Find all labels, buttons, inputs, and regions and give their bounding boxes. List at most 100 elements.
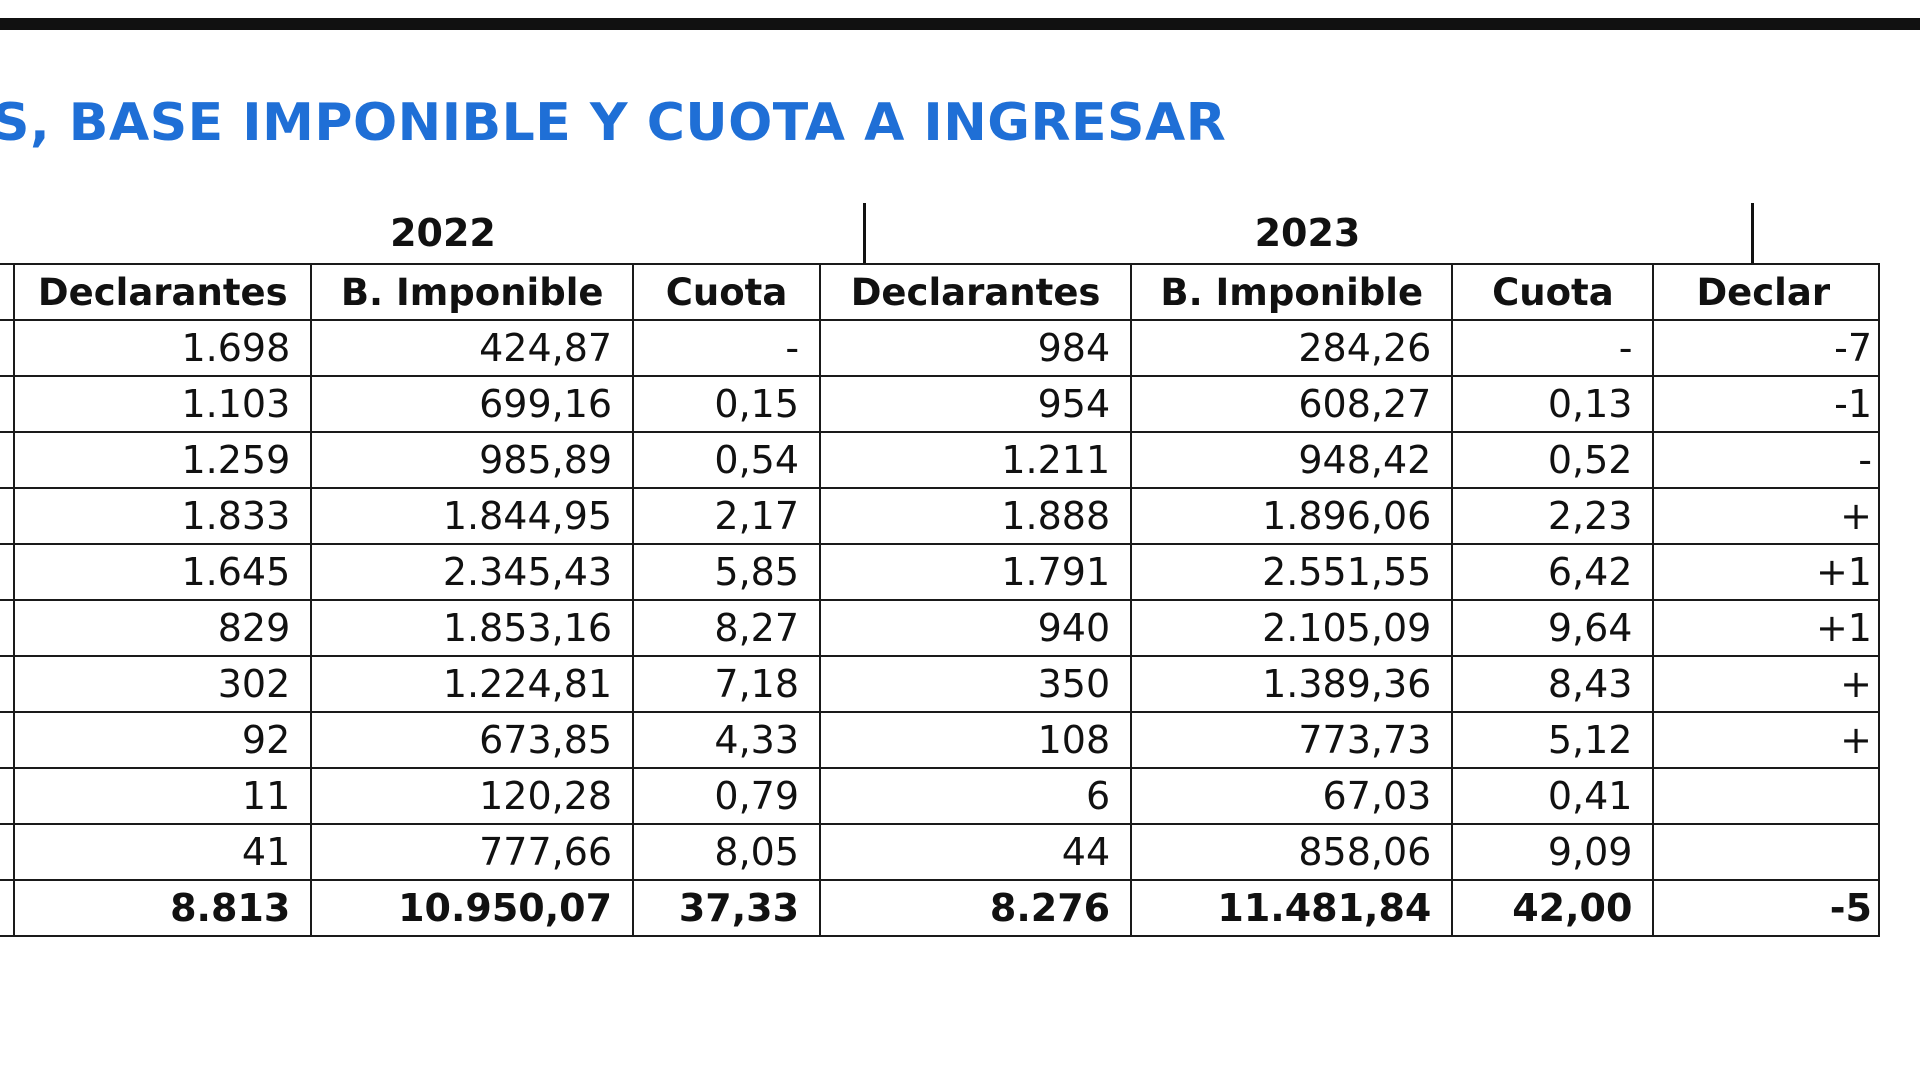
table-cell: 940 [819,599,1133,657]
year-label-2023: 2023 [1254,211,1361,255]
table-body: 1.698 424,87-984 284,26- -7 1.103 699,16 0,15 9… [0,319,1880,937]
table-cell: 777,66 [310,823,635,881]
year-divider [1751,203,1754,263]
table-cell: - [1451,319,1655,377]
table-cell: 1.224,81 [310,655,635,713]
table-cell: 5,12 [1451,711,1655,769]
table-cell: 948,42 [1130,431,1454,489]
table-cell: + [1652,711,1880,769]
table-cell: 2,17 [632,487,822,545]
table-cell: 954 [819,375,1133,433]
table-cell: 2.551,55 [1130,543,1454,601]
table-row: 1.259 985,89 0,54 1.211 948,42 0,52- [0,431,1880,489]
table-cell: 8.813 [13,879,313,937]
row-label-cutoff [0,431,16,489]
column-header-row: Declarantes B. Imponible Cuota Declarant… [0,263,1880,321]
row-label-cutoff [0,767,16,825]
data-table: Declarantes B. Imponible Cuota Declarant… [0,263,1880,937]
column-header: Cuota [632,263,822,321]
table-cell: 10.950,07 [310,879,635,937]
table-cell: 0,41 [1451,767,1655,825]
table-cell: 44 [819,823,1133,881]
table-cell: 1.791 [819,543,1133,601]
table-cell: 858,06 [1130,823,1454,881]
table-cell: 6,42 [1451,543,1655,601]
table-cell: 773,73 [1130,711,1454,769]
year-header-bar: 2022 2023 [0,203,1920,263]
year-label-2022: 2022 [390,211,496,255]
table-cell: 350 [819,655,1133,713]
table-cell: 302 [13,655,313,713]
table-cell: 4,33 [632,711,822,769]
table-cell: 120,28 [310,767,635,825]
table-cell: 8.276 [819,879,1133,937]
table-cell: 985,89 [310,431,635,489]
table-row: 11 120,28 0,79 6 67,03 0,41 [0,767,1880,825]
table-cell: +1 [1652,543,1880,601]
table-cell: +1 [1652,599,1880,657]
table-cell: 41 [13,823,313,881]
table-cell: 0,13 [1451,375,1655,433]
table-cell: 1.844,95 [310,487,635,545]
table-cell: 108 [819,711,1133,769]
table-cell: 424,87 [310,319,635,377]
table-cell: 1.888 [819,487,1133,545]
row-label-cutoff [0,599,16,657]
year-divider [863,203,866,263]
table-cell: + [1652,655,1880,713]
total-row: 8.813 10.950,07 37,33 8.276 11.481,84 42,00 -5 [0,879,1880,937]
table-cell: 1.389,36 [1130,655,1454,713]
table-cell: 829 [13,599,313,657]
row-label-cutoff [0,823,16,881]
table-cell: 8,05 [632,823,822,881]
row-label-cutoff [0,879,16,937]
table-row: 1.833 1.844,95 2,17 1.888 1.896,06 2,23 + [0,487,1880,545]
row-label-cutoff [0,319,16,377]
table-cell: + [1652,487,1880,545]
table-row: 41 777,66 8,05 44 858,06 9,09 [0,823,1880,881]
table-cell: 1.645 [13,543,313,601]
table-cell: 984 [819,319,1133,377]
table-cell: 699,16 [310,375,635,433]
table-cell: 8,43 [1451,655,1655,713]
column-header: Declarantes [13,263,313,321]
table-row: 302 1.224,81 7,18 350 1.389,36 8,43 + [0,655,1880,713]
table-cell: -7 [1652,319,1880,377]
table-cell: 11.481,84 [1130,879,1454,937]
table-cell: - [1652,431,1880,489]
table-cell: 284,26 [1130,319,1454,377]
row-label-cutoff [0,487,16,545]
table-cell: 1.259 [13,431,313,489]
table-cell: 11 [13,767,313,825]
top-rule [0,18,1920,30]
table-cell: 1.211 [819,431,1133,489]
table-cell: - [632,319,822,377]
row-label-cutoff [0,375,16,433]
column-header: B. Imponible [1130,263,1454,321]
column-header: Declarantes [819,263,1133,321]
table-cell: 7,18 [632,655,822,713]
table-cell: 9,64 [1451,599,1655,657]
table-cell: 2.105,09 [1130,599,1454,657]
table-cell: 2,23 [1451,487,1655,545]
table-cell: 6 [819,767,1133,825]
table-cell: 42,00 [1451,879,1655,937]
table-cell [1652,767,1880,825]
table-cell: 1.103 [13,375,313,433]
table-cell: 9,09 [1451,823,1655,881]
table-cell: 2.345,43 [310,543,635,601]
table-cell: 92 [13,711,313,769]
table-cell: -5 [1652,879,1880,937]
table-cell: -1 [1652,375,1880,433]
row-label-cutoff [0,655,16,713]
table-cell: 608,27 [1130,375,1454,433]
table-cell: 0,79 [632,767,822,825]
table-cell: 1.833 [13,487,313,545]
table-cell: 0,52 [1451,431,1655,489]
table-cell: 1.896,06 [1130,487,1454,545]
table-cell: 37,33 [632,879,822,937]
table-row: 829 1.853,16 8,27 940 2.105,09 9,64 +1 [0,599,1880,657]
table-row: 1.645 2.345,43 5,85 1.791 2.551,55 6,42 +1 [0,543,1880,601]
table-cell: 1.698 [13,319,313,377]
column-header: Declar [1652,263,1880,321]
